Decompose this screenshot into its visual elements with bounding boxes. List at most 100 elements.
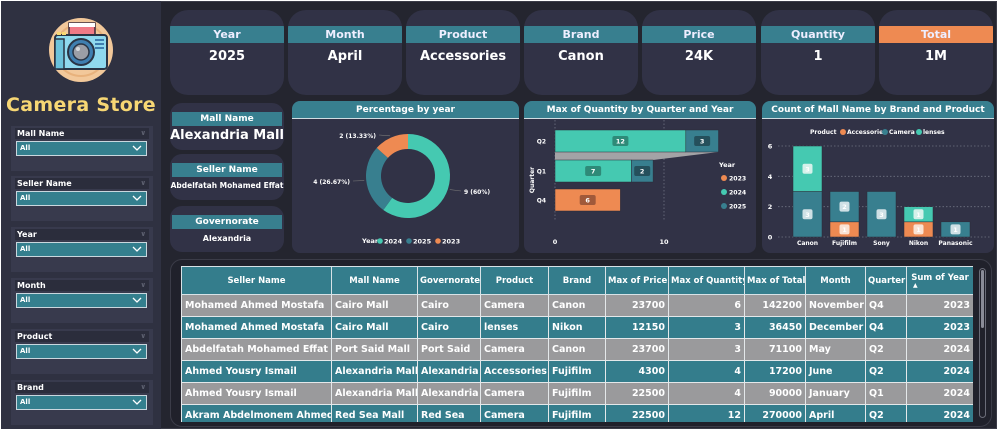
chevron-down-icon[interactable]: ∨: [140, 332, 146, 340]
table-cell: January: [805, 382, 866, 405]
table-cell: Nikon: [548, 316, 606, 339]
table-cell: Accessories: [480, 360, 549, 383]
table-cell: Port Said Mall: [331, 338, 418, 361]
table-row[interactable]: Akram Abdelmonem Ahmed Red Sea Mall Red Se…: [181, 404, 973, 422]
slicer-year: Year ∨ All: [11, 227, 153, 272]
column-header-seller-name[interactable]: Seller Name: [181, 266, 332, 295]
table-row[interactable]: Mohamed Ahmed Mostafa Cairo Mall Cairo lens…: [181, 316, 973, 339]
data-label: 1: [916, 226, 921, 234]
info-card-label: Governorate: [172, 215, 282, 229]
chevron-down-icon: [132, 145, 142, 151]
legend-item: 2024: [384, 238, 403, 246]
table-cell: Fujifilm: [548, 360, 606, 383]
slicer-dropdown-year[interactable]: All: [16, 242, 147, 257]
column-header-product[interactable]: Product: [480, 266, 549, 295]
slicer-dropdown-mall-name[interactable]: All: [16, 141, 147, 156]
donut-slice-2023[interactable]: [376, 134, 408, 158]
camera-icon: [49, 18, 113, 82]
column-header-max-of-quantity[interactable]: Max of Quantity: [668, 266, 745, 295]
data-label-bg: [913, 224, 924, 235]
table-cell: April: [805, 404, 866, 422]
kpi-value: 1M: [925, 49, 947, 64]
donut-slice-2025[interactable]: [366, 147, 393, 210]
kpi-card-brand: Brand Canon: [524, 10, 638, 95]
column-header-label: Quarter: [868, 275, 906, 286]
table-cell: 2024: [906, 404, 973, 422]
donut-slice-2024[interactable]: [383, 134, 450, 218]
table-cell: Q4: [865, 294, 907, 317]
table-cell: Camera: [480, 294, 549, 317]
chevron-down-icon[interactable]: ∨: [140, 179, 146, 187]
y-axis-label: Quarter: [529, 167, 536, 193]
kpi-label: Price: [642, 26, 756, 43]
column-header-governorate[interactable]: Governorate: [417, 266, 481, 295]
sales-table: Seller Name Mall Name Governorate Product Br…: [181, 266, 973, 422]
column-header-max-of-total[interactable]: Max of Total: [744, 266, 806, 295]
table-row[interactable]: Ahmed Yousry Ismail Alexandria Mall Alexan…: [181, 360, 973, 383]
leader-line: [378, 134, 391, 137]
table-cell: 22500: [605, 404, 669, 422]
legend-marker: [377, 238, 383, 244]
chart-title: Max of Quantity by Quarter and Year: [524, 101, 756, 119]
table-scrollbar[interactable]: [979, 268, 986, 418]
percentage-by-year-chart: Percentage by year 9 (60%) 4 (26.67%) 2 (1…: [292, 101, 519, 253]
column-header-sum-of-year[interactable]: Sum of Year ▲: [906, 266, 973, 295]
legend-marker: [435, 238, 441, 244]
slicer-selected-value: All: [20, 347, 31, 355]
table-cell: 2023: [906, 294, 973, 317]
chevron-down-icon[interactable]: ∨: [140, 281, 146, 289]
kpi-value: 1: [813, 49, 823, 64]
table-cell: 270000: [744, 404, 806, 422]
x-tick-label: Panasonic: [938, 240, 973, 247]
kpi-label: Year: [170, 26, 284, 43]
x-tick-label: Sony: [873, 240, 890, 247]
table-cell: May: [805, 338, 866, 361]
table-row[interactable]: Mohamed Ahmed Mostafa Cairo Mall Cairo Came…: [181, 294, 973, 317]
table-cell: 36450: [744, 316, 806, 339]
scrollbar-thumb[interactable]: [981, 270, 984, 328]
legend-item: 2025: [729, 204, 746, 211]
slicer-brand: Brand ∨ All: [11, 380, 153, 425]
chevron-down-icon: [132, 348, 142, 354]
column-header-label: Mall Name: [349, 275, 400, 286]
legend-marker: [721, 175, 727, 181]
column-header-mall-name[interactable]: Mall Name: [331, 266, 418, 295]
table-cell: 12150: [605, 316, 669, 339]
data-label: 7: [591, 168, 596, 176]
slicer-dropdown-product[interactable]: All: [16, 344, 147, 359]
legend-marker: [721, 203, 727, 209]
data-label-bg: [950, 224, 961, 235]
slicer-label: Year ∨: [15, 229, 149, 240]
column-header-max-of-price[interactable]: Max of Price: [605, 266, 669, 295]
chevron-down-icon[interactable]: ∨: [140, 383, 146, 391]
table-cell: Camera: [480, 382, 549, 405]
column-header-month[interactable]: Month: [805, 266, 866, 295]
slicer-dropdown-brand[interactable]: All: [16, 395, 147, 410]
legend-item: Accessories: [847, 129, 887, 136]
data-label: 3: [879, 211, 884, 219]
slicer-label-text: Brand: [17, 383, 44, 392]
chevron-down-icon[interactable]: ∨: [140, 230, 146, 238]
slicer-label-text: Month: [17, 281, 46, 290]
leader-line: [449, 189, 462, 192]
table-cell: 4: [668, 360, 745, 383]
legend-marker: [721, 189, 727, 195]
column-header-brand[interactable]: Brand: [548, 266, 606, 295]
slicer-mall-name: Mall Name ∨ All: [11, 126, 153, 171]
y-tick-label: Q4: [537, 198, 546, 205]
y-tick-label: 0: [768, 234, 773, 242]
table-row[interactable]: Ahmed Yousry Ismail Alexandria Mall Alexan…: [181, 382, 973, 405]
kpi-value: Accessories: [419, 49, 507, 64]
slicer-dropdown-month[interactable]: All: [16, 293, 147, 308]
table-row[interactable]: Abdelfatah Mohamed Effat Port Said Mall Po…: [181, 338, 973, 361]
table-cell: 2024: [906, 338, 973, 361]
sort-ascending-icon[interactable]: ▲: [913, 281, 918, 289]
data-label: 2: [842, 203, 847, 211]
column-header-quarter[interactable]: Quarter: [865, 266, 907, 295]
table-cell: Q2: [865, 338, 907, 361]
slicer-dropdown-seller-name[interactable]: All: [16, 191, 147, 206]
kpi-card-total: Total 1M: [879, 10, 993, 95]
table-cell: Q2: [865, 360, 907, 383]
legend-item: 2023: [442, 238, 460, 246]
chevron-down-icon[interactable]: ∨: [140, 129, 146, 137]
